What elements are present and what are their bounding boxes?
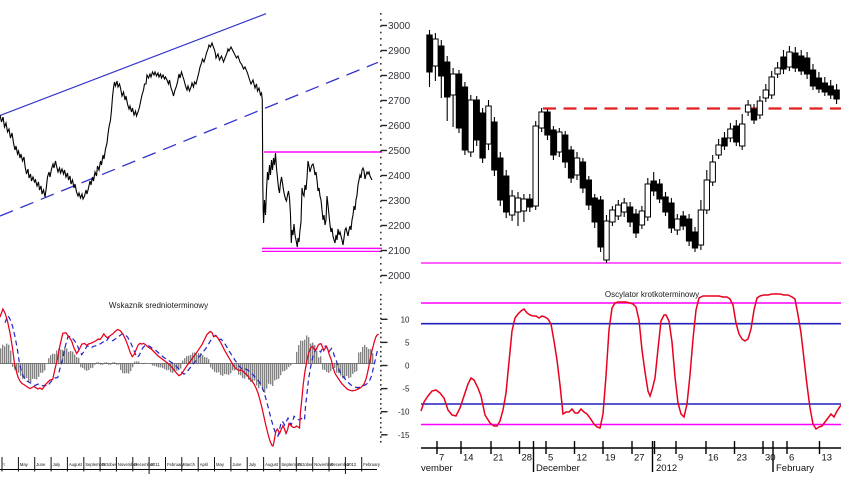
svg-text:2900: 2900: [388, 46, 411, 57]
svg-text:October: October: [298, 462, 314, 467]
svg-text:2012: 2012: [656, 463, 677, 474]
svg-text:February: February: [167, 462, 185, 467]
svg-text:28: 28: [522, 453, 533, 464]
svg-text:30: 30: [765, 453, 776, 464]
svg-text:2800: 2800: [388, 71, 411, 82]
svg-text:0: 0: [405, 362, 410, 371]
svg-text:December: December: [134, 462, 154, 467]
svg-text:December: December: [331, 462, 351, 467]
svg-text:2012: 2012: [347, 462, 357, 467]
svg-text:July: July: [53, 462, 61, 467]
svg-text:23: 23: [737, 453, 748, 464]
svg-text:September: September: [85, 462, 106, 467]
svg-text:2300: 2300: [388, 196, 411, 207]
svg-text:10: 10: [401, 315, 410, 324]
svg-text:September: September: [281, 462, 302, 467]
svg-text:February: February: [776, 463, 814, 474]
svg-text:t: t: [4, 462, 6, 467]
svg-text:27: 27: [634, 453, 645, 464]
svg-text:August: August: [265, 462, 279, 467]
svg-text:2500: 2500: [388, 146, 411, 157]
svg-text:21: 21: [493, 453, 504, 464]
svg-text:July: July: [249, 462, 257, 467]
svg-text:2000: 2000: [388, 271, 411, 282]
svg-text:6: 6: [789, 453, 794, 464]
svg-text:-15: -15: [398, 431, 410, 440]
svg-text:May: May: [216, 462, 225, 467]
svg-text:19: 19: [605, 453, 616, 464]
svg-text:7: 7: [439, 453, 444, 464]
svg-text:9: 9: [678, 453, 683, 464]
svg-text:-10: -10: [398, 408, 410, 417]
svg-text:vember: vember: [421, 463, 453, 474]
svg-text:5: 5: [548, 453, 553, 464]
svg-text:2600: 2600: [388, 121, 411, 132]
svg-text:February: February: [363, 462, 381, 467]
svg-text:14: 14: [463, 453, 474, 464]
svg-text:3000: 3000: [388, 21, 411, 32]
svg-text:June: June: [36, 462, 46, 467]
svg-text:Oscylator krotkoterminowy: Oscylator krotkoterminowy: [605, 290, 699, 299]
svg-text:November: November: [118, 462, 138, 467]
svg-text:12: 12: [577, 453, 588, 464]
svg-text:October: October: [102, 462, 118, 467]
svg-text:13: 13: [822, 453, 833, 464]
svg-text:November: November: [314, 462, 334, 467]
svg-text:2200: 2200: [388, 221, 411, 232]
svg-text:May: May: [20, 462, 29, 467]
svg-text:March: March: [183, 462, 195, 467]
svg-text:Wskaznik srednioterminowy: Wskaznik srednioterminowy: [109, 301, 208, 310]
svg-text:2700: 2700: [388, 96, 411, 107]
svg-text:2400: 2400: [388, 171, 411, 182]
svg-text:16: 16: [708, 453, 719, 464]
svg-text:April: April: [200, 462, 208, 467]
svg-text:2: 2: [657, 453, 662, 464]
svg-text:June: June: [232, 462, 242, 467]
svg-text:2100: 2100: [388, 246, 411, 257]
svg-text:5: 5: [405, 338, 410, 347]
svg-text:-5: -5: [402, 385, 410, 394]
svg-text:December: December: [536, 463, 580, 474]
svg-text:2011: 2011: [151, 462, 161, 467]
svg-text:August: August: [69, 462, 83, 467]
